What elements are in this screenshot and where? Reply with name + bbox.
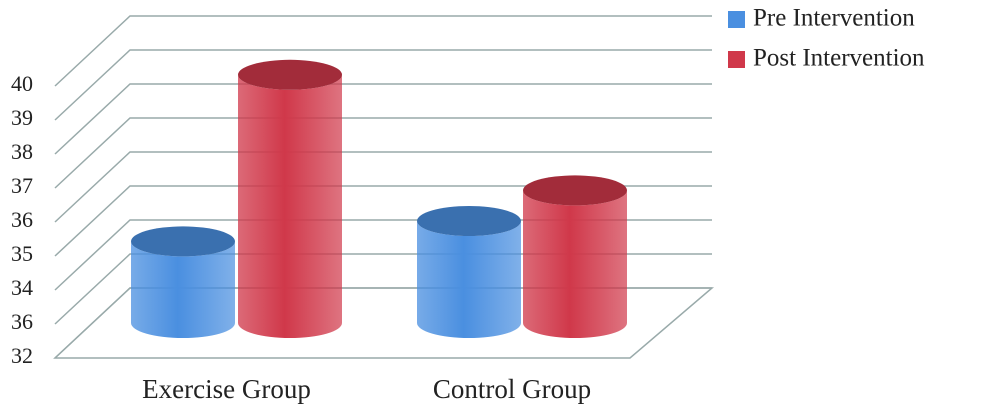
- y-tick-label: 39: [11, 105, 33, 130]
- legend-swatch: [728, 11, 745, 28]
- y-tick-label: 34: [11, 275, 33, 300]
- bar-top: [131, 226, 235, 257]
- grid-line: [54, 49, 712, 121]
- bar: [417, 221, 521, 338]
- grid-line: [54, 83, 712, 155]
- y-tick-label: 36: [11, 207, 33, 232]
- y-tick-label: 32: [11, 343, 33, 368]
- bar: [238, 74, 342, 339]
- legend-swatch: [728, 51, 745, 68]
- y-tick-label: 35: [11, 241, 33, 266]
- y-tick-label: 37: [11, 173, 33, 198]
- x-tick-label: Control Group: [433, 374, 591, 404]
- y-tick-label: 40: [11, 71, 33, 96]
- grid-line: [54, 15, 712, 87]
- grid-line: [54, 117, 712, 189]
- legend-label: Post Intervention: [753, 45, 925, 72]
- bar-top: [523, 175, 627, 206]
- bar-top: [238, 59, 342, 90]
- bar: [131, 241, 235, 338]
- y-tick-label: 38: [11, 139, 33, 164]
- x-tick-label: Exercise Group: [142, 374, 311, 404]
- grid-line: [54, 151, 712, 223]
- bar: [523, 190, 627, 338]
- bar-top: [417, 206, 521, 236]
- y-tick-label: 36: [11, 309, 33, 334]
- legend-label: Pre Intervention: [753, 5, 915, 32]
- grid-line: [54, 185, 712, 257]
